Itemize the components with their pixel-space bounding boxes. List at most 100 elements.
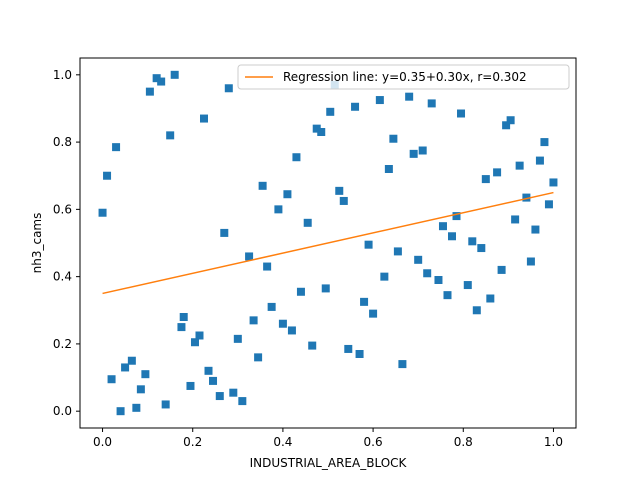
data-point [389, 134, 398, 143]
y-tick-label: 0.6 [53, 202, 72, 216]
data-point [98, 208, 107, 217]
data-point [112, 143, 121, 152]
data-point [145, 87, 154, 96]
axes-frame [79, 57, 577, 429]
data-point [186, 381, 195, 390]
data-point [364, 240, 373, 249]
data-point [448, 232, 456, 241]
data-point [321, 284, 330, 293]
data-point [409, 149, 418, 158]
data-point [317, 128, 326, 136]
x-tick-label: 0.0 [93, 435, 112, 449]
data-point [229, 388, 238, 397]
data-point [481, 175, 490, 184]
data-point [531, 225, 540, 234]
data-point [195, 331, 204, 340]
regression-line [102, 191, 554, 295]
data-point [423, 269, 432, 278]
data-point [220, 228, 229, 237]
data-point [177, 323, 186, 332]
data-point [254, 353, 263, 362]
data-point [457, 109, 466, 118]
data-point [502, 121, 511, 130]
data-point [438, 222, 447, 231]
data-point [127, 356, 136, 365]
x-tick-label: 0.2 [183, 435, 202, 449]
data-point [161, 400, 170, 409]
data-point [287, 326, 296, 335]
data-point [434, 276, 443, 284]
data-point [179, 313, 188, 321]
data-point [283, 190, 292, 199]
data-point [398, 360, 407, 369]
data-point [170, 70, 179, 79]
data-point [427, 99, 436, 108]
data-point [522, 193, 531, 202]
data-point [511, 215, 520, 224]
data-point [107, 375, 116, 384]
data-point [103, 171, 112, 180]
data-point [215, 392, 224, 401]
y-tick-label: 0.4 [53, 270, 72, 284]
data-point [351, 102, 360, 111]
legend-label: Regression line: y=0.35+0.30x, r=0.302 [283, 70, 527, 84]
y-tick-label: 1.0 [53, 68, 72, 82]
data-point [238, 397, 247, 406]
data-point [384, 165, 393, 173]
data-point [209, 376, 218, 385]
data-point [200, 114, 208, 123]
y-axis-ticks: 0.0 0.2 0.4 0.6 0.8 1.0 [53, 68, 80, 418]
data-point [224, 84, 233, 93]
data-point [326, 107, 335, 116]
data-point [380, 272, 389, 281]
data-point [540, 138, 549, 147]
data-point [233, 334, 242, 343]
data-point [497, 265, 506, 274]
x-axis-label: INDUSTRIAL_AREA_BLOCK [250, 456, 408, 470]
data-marks [98, 70, 558, 416]
data-point [296, 287, 305, 296]
data-point [303, 218, 312, 227]
y-axis-label: nh3_cams [30, 213, 44, 274]
x-tick-label: 1.0 [544, 435, 563, 449]
data-point [116, 407, 125, 416]
data-point [308, 341, 317, 350]
data-point [405, 92, 414, 101]
data-point [312, 124, 321, 133]
data-point [132, 403, 141, 412]
data-point [414, 255, 423, 264]
data-point [418, 146, 427, 155]
data-point [339, 196, 348, 205]
y-tick-label: 0.0 [53, 404, 72, 418]
data-point [278, 319, 287, 328]
data-point [274, 205, 283, 214]
data-point [544, 200, 553, 209]
data-point [292, 153, 301, 162]
data-point [535, 156, 544, 165]
data-point [472, 306, 481, 315]
data-point [360, 297, 369, 306]
data-point [443, 291, 452, 300]
data-point [258, 181, 267, 190]
data-point [355, 350, 364, 358]
data-point [267, 302, 276, 311]
data-point [506, 116, 515, 125]
x-tick-label: 0.6 [364, 435, 383, 449]
data-point [121, 363, 130, 372]
data-point [526, 257, 535, 266]
data-point [245, 252, 254, 261]
data-point [152, 74, 161, 83]
data-point [486, 294, 495, 303]
data-point [369, 309, 378, 318]
data-point [515, 161, 524, 170]
data-point [468, 237, 477, 246]
data-point [477, 244, 486, 253]
data-point [375, 96, 384, 105]
x-tick-label: 0.4 [273, 435, 292, 449]
data-point [157, 77, 166, 86]
data-point [249, 316, 258, 325]
y-tick-label: 0.8 [53, 135, 72, 149]
data-point [549, 178, 558, 187]
x-axis-ticks: 0.0 0.2 0.4 0.6 0.8 1.0 [93, 428, 563, 449]
